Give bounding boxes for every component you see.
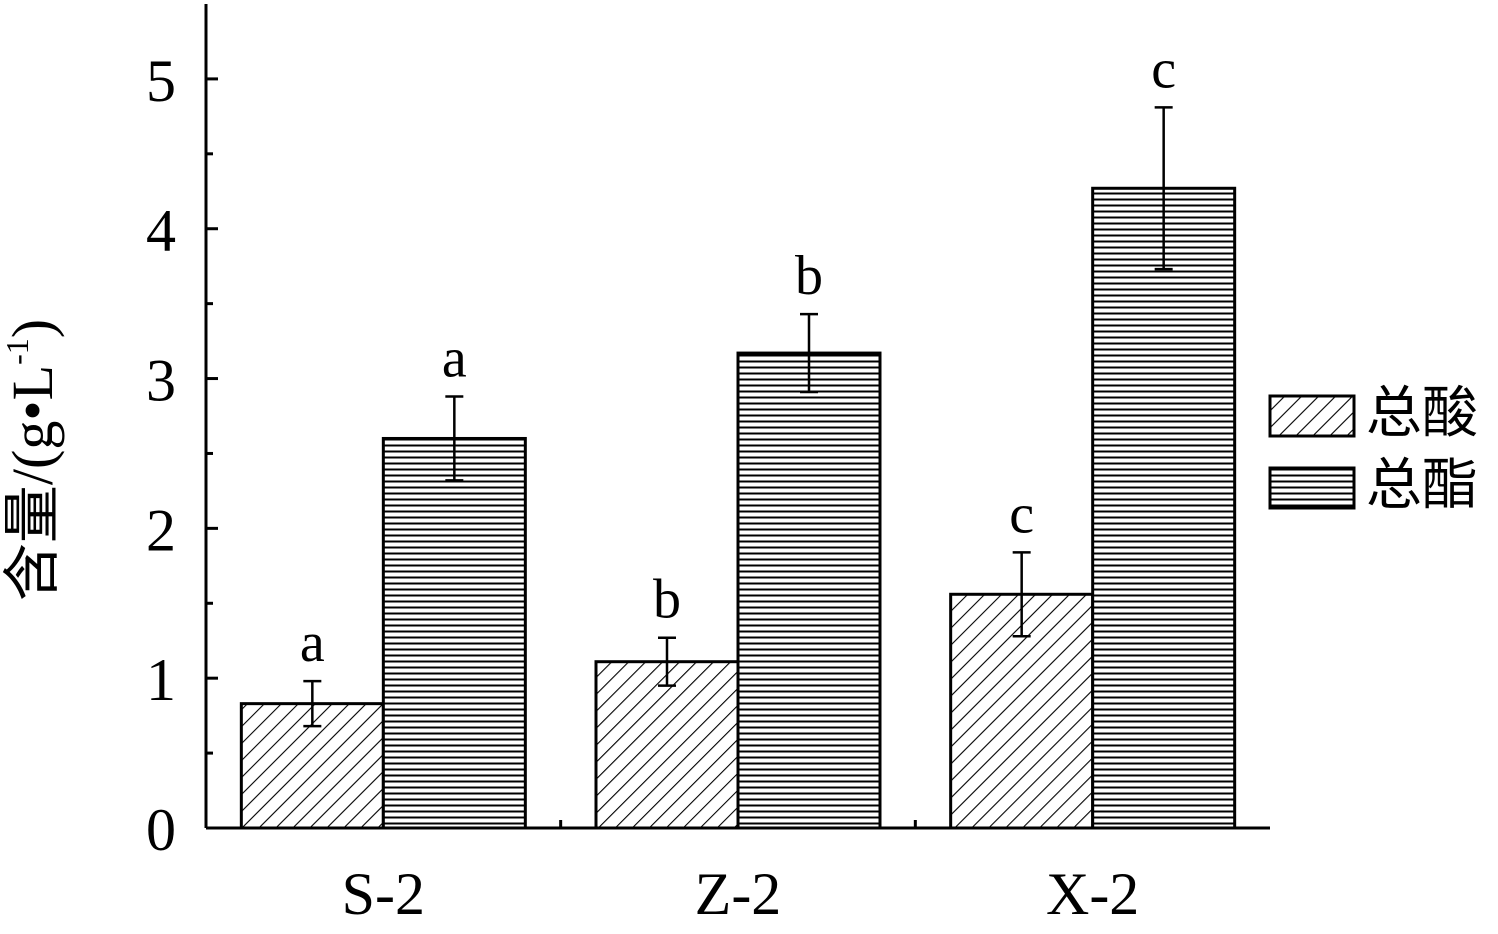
legend-swatch xyxy=(1268,394,1356,438)
y-axis-title-superscript: -1 xyxy=(0,338,35,365)
significance-letter: a xyxy=(300,612,325,674)
y-tick-label: 3 xyxy=(146,348,176,414)
significance-letter: c xyxy=(1009,483,1034,545)
x-tick-label: Z-2 xyxy=(695,861,782,927)
significance-letter: c xyxy=(1151,38,1176,100)
bar xyxy=(1091,186,1237,830)
significance-letter: a xyxy=(442,328,467,390)
y-tick-label: 5 xyxy=(146,48,176,114)
bar xyxy=(381,436,527,830)
y-tick-label: 2 xyxy=(146,497,176,563)
y-axis-title: 含量/(g•L-1) xyxy=(0,319,65,601)
y-axis-title-main: 含量/(g•L xyxy=(0,365,65,601)
legend-swatch xyxy=(1268,466,1356,510)
svg-text:含量/(g•L-1): 含量/(g•L-1) xyxy=(0,319,65,601)
significance-letter: b xyxy=(653,569,681,631)
significance-letters: a a b b c c xyxy=(300,38,1176,674)
error-bars xyxy=(303,106,1173,728)
x-tick-label: S-2 xyxy=(342,861,425,927)
x-tick-label: X-2 xyxy=(1046,861,1139,927)
y-tick-label: 0 xyxy=(146,797,176,863)
bars xyxy=(239,186,1237,830)
significance-letter: b xyxy=(795,245,823,307)
legend-label: 总酯 xyxy=(1366,455,1478,517)
bar xyxy=(736,351,882,830)
bar xyxy=(594,660,740,830)
y-axis-title-close: ) xyxy=(0,319,65,338)
legend-label: 总酸 xyxy=(1366,383,1478,445)
y-tick-label: 4 xyxy=(146,198,176,264)
axes: 0 1 2 3 4 5 S-2 Z-2 X-2 xyxy=(146,4,1270,927)
y-tick-label: 1 xyxy=(146,647,176,713)
